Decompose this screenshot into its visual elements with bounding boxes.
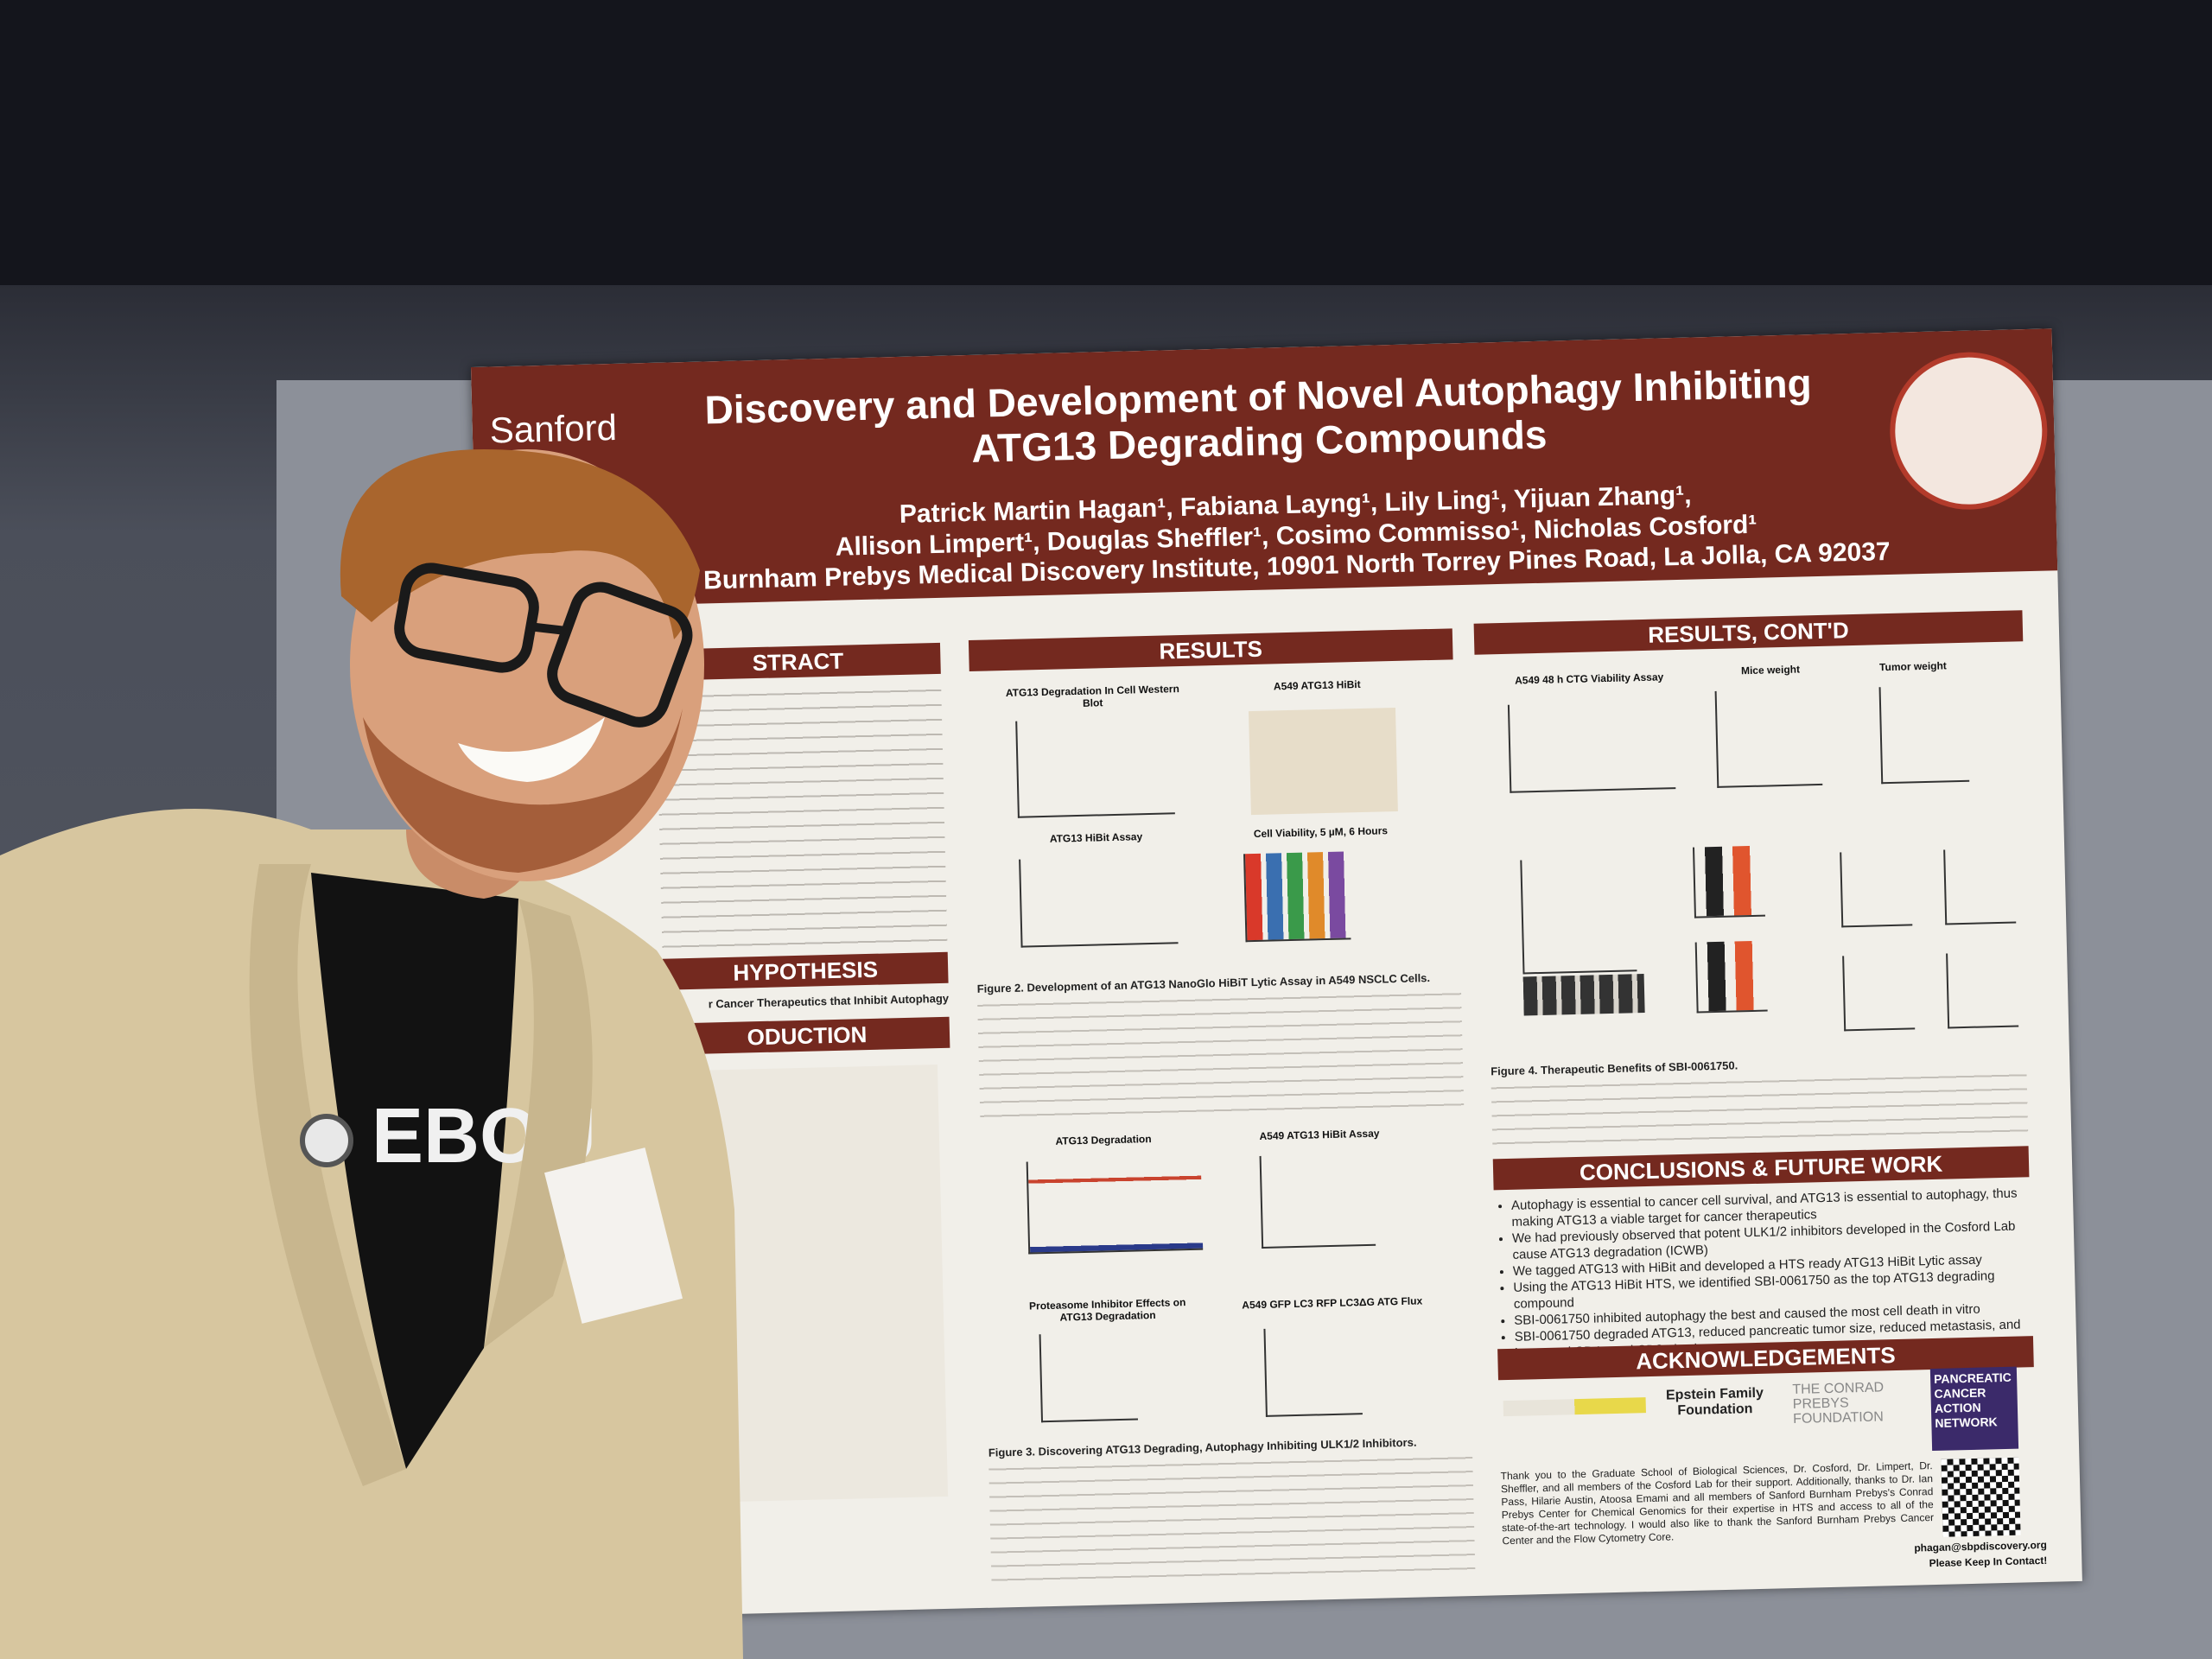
lapel xyxy=(249,864,406,1486)
shirt xyxy=(311,873,518,1469)
beard xyxy=(363,709,683,873)
name-badge xyxy=(544,1147,683,1324)
glasses-bridge xyxy=(528,622,567,635)
hair xyxy=(340,449,700,639)
pin xyxy=(300,1114,353,1167)
smile xyxy=(458,717,605,782)
